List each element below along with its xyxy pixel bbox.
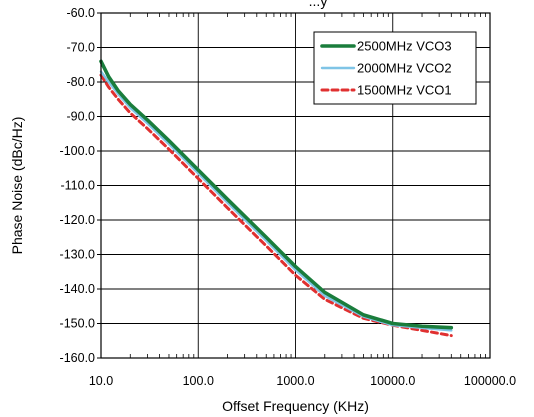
y-tick-label: -120.0 xyxy=(60,213,95,227)
y-tick-label: -60.0 xyxy=(67,6,96,20)
x-tick-label: 100.0 xyxy=(183,374,214,388)
x-tick-label: 1000.0 xyxy=(276,374,314,388)
chart-title: ...y xyxy=(309,0,328,9)
x-axis-ticks: 10.0 100.0 1000.0 10000.0 100000.0 xyxy=(89,374,516,388)
series-layer xyxy=(99,59,454,338)
x-axis-title: Offset Frequency (KHz) xyxy=(222,398,369,414)
x-tick-label: 100000.0 xyxy=(464,374,516,388)
y-tick-label: -90.0 xyxy=(67,110,96,124)
minor-ticks xyxy=(129,13,486,358)
series-line xyxy=(99,70,453,332)
y-tick-label: -150.0 xyxy=(60,317,95,331)
y-tick-label: -160.0 xyxy=(60,351,95,365)
y-tick-label: -140.0 xyxy=(60,282,95,296)
y-axis-title: Phase Noise (dBc/Hz) xyxy=(9,117,25,255)
y-tick-label: -110.0 xyxy=(60,179,95,193)
legend-label: 2000MHz VCO2 xyxy=(357,61,452,76)
x-tick-label: 10.0 xyxy=(89,374,113,388)
series-line xyxy=(99,59,454,330)
series-line xyxy=(99,73,453,338)
y-tick-label: -70.0 xyxy=(67,41,96,55)
legend: 2500MHz VCO3 2000MHz VCO2 1500MHz VCO1 xyxy=(313,31,477,105)
y-axis-ticks: -60.0 -70.0 -80.0 -90.0 -100.0 -110.0 -120.0 -1… xyxy=(60,6,101,365)
legend-label: 2500MHz VCO3 xyxy=(357,39,452,54)
y-tick-label: -80.0 xyxy=(67,75,96,89)
legend-label: 1500MHz VCO1 xyxy=(357,83,452,98)
x-tick-label: 10000.0 xyxy=(370,374,415,388)
y-tick-label: -100.0 xyxy=(60,144,95,158)
y-tick-label: -130.0 xyxy=(60,248,95,262)
